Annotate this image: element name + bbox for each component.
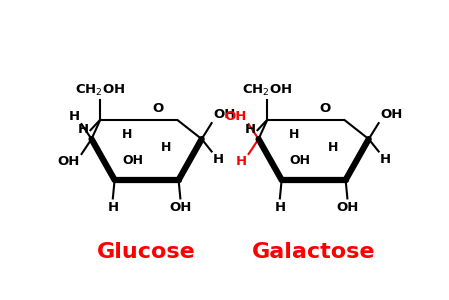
Text: OH: OH: [224, 110, 247, 123]
Text: H: H: [161, 141, 172, 154]
Text: H: H: [328, 141, 339, 154]
Text: OH: OH: [123, 154, 144, 167]
Text: OH: OH: [380, 108, 402, 121]
Text: H: H: [107, 200, 119, 214]
Text: OH: OH: [169, 200, 192, 214]
Text: H: H: [380, 153, 391, 166]
Text: H: H: [245, 123, 255, 136]
Text: H: H: [236, 155, 247, 168]
Text: OH: OH: [213, 108, 235, 121]
Text: H: H: [122, 128, 132, 141]
Text: OH: OH: [336, 200, 359, 214]
Text: Galactose: Galactose: [252, 242, 375, 262]
Text: H: H: [289, 128, 299, 141]
Text: CH$_2$OH: CH$_2$OH: [242, 83, 293, 98]
Text: OH: OH: [57, 155, 80, 168]
Text: O: O: [320, 102, 331, 115]
Text: O: O: [153, 102, 164, 115]
Text: H: H: [274, 200, 286, 214]
Text: CH$_2$OH: CH$_2$OH: [75, 83, 126, 98]
Text: H: H: [213, 153, 224, 166]
Text: H: H: [78, 123, 88, 136]
Text: Glucose: Glucose: [97, 242, 196, 262]
Text: OH: OH: [290, 154, 311, 167]
Text: H: H: [69, 110, 80, 123]
